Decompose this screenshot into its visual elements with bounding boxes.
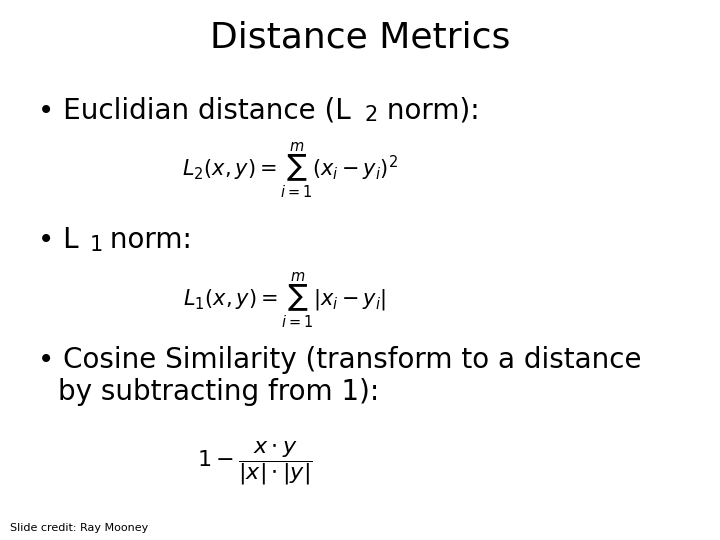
Text: Distance Metrics: Distance Metrics bbox=[210, 21, 510, 55]
Text: $1 - \dfrac{x \cdot y}{|x| \cdot |y|}$: $1 - \dfrac{x \cdot y}{|x| \cdot |y|}$ bbox=[197, 439, 312, 487]
Text: • Euclidian distance (L: • Euclidian distance (L bbox=[38, 96, 351, 124]
Text: Slide credit: Ray Mooney: Slide credit: Ray Mooney bbox=[10, 523, 148, 533]
Text: 1: 1 bbox=[90, 235, 103, 255]
Text: • Cosine Similarity (transform to a distance: • Cosine Similarity (transform to a dist… bbox=[38, 346, 642, 374]
Text: 2: 2 bbox=[364, 105, 377, 125]
Text: $L_1(x, y) = \sum_{i=1}^{m}|x_i - y_i|$: $L_1(x, y) = \sum_{i=1}^{m}|x_i - y_i|$ bbox=[184, 270, 387, 330]
Text: norm:: norm: bbox=[101, 226, 192, 254]
Text: $L_2(x, y) = \sum_{i=1}^{m}(x_i - y_i)^2$: $L_2(x, y) = \sum_{i=1}^{m}(x_i - y_i)^2… bbox=[182, 140, 398, 200]
Text: norm):: norm): bbox=[378, 96, 480, 124]
Text: by subtracting from 1):: by subtracting from 1): bbox=[58, 378, 379, 406]
Text: • L: • L bbox=[38, 226, 78, 254]
